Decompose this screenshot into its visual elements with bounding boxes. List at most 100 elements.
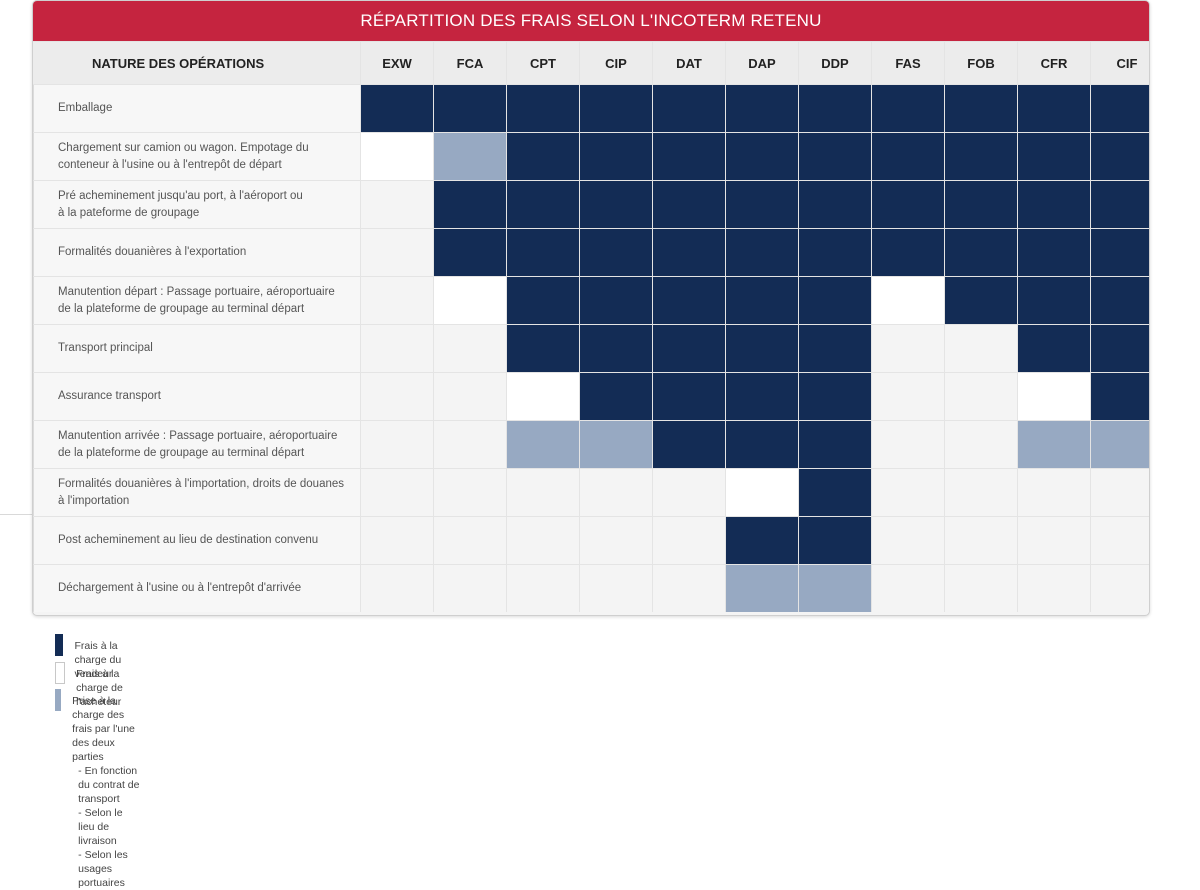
cell-vide-dat: [653, 565, 725, 612]
cell-vendeur-fca: [434, 85, 506, 132]
cell-vendeur-cfr: [1018, 85, 1090, 132]
cell-vendeur-cfr: [1018, 181, 1090, 228]
cell-vendeur-cfr: [1018, 229, 1090, 276]
cell-vide-fob: [945, 325, 1017, 372]
legend-item-acheteur: Frais à la charge de l'acheteur: [55, 662, 133, 709]
cell-vendeur-cip: [580, 181, 652, 228]
incoterm-table-card: RÉPARTITION DES FRAIS SELON L'INCOTERM R…: [32, 0, 1150, 616]
cell-vendeur-cpt: [507, 277, 579, 324]
cell-vide-fas: [872, 325, 944, 372]
cell-vendeur-ddp: [799, 373, 871, 420]
cell-vendeur-cip: [580, 277, 652, 324]
cell-vide-fas: [872, 517, 944, 564]
cell-vide-fob: [945, 565, 1017, 612]
cell-vendeur-dap: [726, 325, 798, 372]
cell-vide-fas: [872, 373, 944, 420]
cell-vendeur-fas: [872, 181, 944, 228]
cell-vendeur-dap: [726, 517, 798, 564]
cell-acheteur-fas: [872, 277, 944, 324]
cell-vendeur-cip: [580, 85, 652, 132]
column-header-dap: DAP: [726, 42, 798, 84]
cell-vendeur-cpt: [507, 85, 579, 132]
cell-acheteur-fca: [434, 277, 506, 324]
cell-vendeur-cip: [580, 325, 652, 372]
cell-vendeur-dat: [653, 85, 725, 132]
cell-vide-fca: [434, 373, 506, 420]
cell-vendeur-fob: [945, 277, 1017, 324]
row-label: Emballage: [33, 85, 360, 132]
cell-acheteur-cpt: [507, 373, 579, 420]
cell-partage-fca: [434, 133, 506, 180]
cell-vendeur-dap: [726, 229, 798, 276]
cell-vendeur-ddp: [799, 277, 871, 324]
cell-vendeur-fca: [434, 181, 506, 228]
column-header-exw: EXW: [361, 42, 433, 84]
cell-vendeur-cfr: [1018, 325, 1090, 372]
cell-vendeur-cip: [580, 133, 652, 180]
row-label: Post acheminement au lieu de destination…: [33, 517, 360, 564]
cell-vide-exw: [361, 517, 433, 564]
table-title: RÉPARTITION DES FRAIS SELON L'INCOTERM R…: [33, 1, 1149, 41]
column-header-cip: CIP: [580, 42, 652, 84]
cell-vide-exw: [361, 421, 433, 468]
cell-vide-fca: [434, 325, 506, 372]
column-header-cpt: CPT: [507, 42, 579, 84]
row-label: Formalités douanières à l'exportation: [33, 229, 360, 276]
cell-vide-fas: [872, 565, 944, 612]
row-label: Formalités douanières à l'importation, d…: [33, 469, 360, 516]
cell-vendeur-fas: [872, 229, 944, 276]
cell-vide-exw: [361, 277, 433, 324]
cell-vide-cif: [1091, 517, 1149, 564]
cell-vendeur-dap: [726, 133, 798, 180]
row-label: Manutention départ : Passage portuaire, …: [33, 277, 360, 324]
legend-detail: - Selon le lieu de livraison: [78, 807, 123, 847]
cell-vendeur-cpt: [507, 325, 579, 372]
cell-partage-cpt: [507, 421, 579, 468]
cell-vide-cip: [580, 565, 652, 612]
cell-vendeur-cif: [1091, 277, 1149, 324]
edge-divider: [0, 514, 34, 515]
cell-acheteur-cfr: [1018, 373, 1090, 420]
cell-vendeur-cfr: [1018, 277, 1090, 324]
cell-vide-fas: [872, 469, 944, 516]
column-header-operations: NATURE DES OPÉRATIONS: [33, 42, 360, 84]
column-header-cif: CIF: [1091, 42, 1149, 84]
cell-vendeur-dat: [653, 133, 725, 180]
legend-swatch-vendeur: [55, 634, 64, 656]
cell-vendeur-ddp: [799, 421, 871, 468]
cell-vendeur-fas: [872, 133, 944, 180]
cell-vendeur-cif: [1091, 85, 1149, 132]
row-label: Chargement sur camion ou wagon. Empotage…: [33, 133, 360, 180]
cell-vide-exw: [361, 325, 433, 372]
cell-vendeur-dap: [726, 277, 798, 324]
cell-vendeur-dap: [726, 181, 798, 228]
cell-vendeur-fca: [434, 229, 506, 276]
cell-partage-dap: [726, 565, 798, 612]
cell-acheteur-exw: [361, 133, 433, 180]
row-label: Déchargement à l'usine ou à l'entrepôt d…: [33, 565, 360, 612]
cell-vendeur-dap: [726, 421, 798, 468]
cell-partage-cif: [1091, 421, 1149, 468]
cell-vendeur-dat: [653, 373, 725, 420]
cell-vide-cpt: [507, 517, 579, 564]
cell-vide-exw: [361, 373, 433, 420]
cell-vide-exw: [361, 469, 433, 516]
cell-vendeur-cif: [1091, 133, 1149, 180]
cell-vendeur-fob: [945, 133, 1017, 180]
cell-vendeur-dat: [653, 181, 725, 228]
cell-vendeur-cfr: [1018, 133, 1090, 180]
incoterm-grid: NATURE DES OPÉRATIONS EXW FCA CPT CIP DAT DAP D…: [33, 41, 1149, 612]
cell-vendeur-dat: [653, 421, 725, 468]
legend-label-acheteur: Frais à la charge de l'acheteur: [76, 668, 123, 708]
cell-vendeur-cpt: [507, 181, 579, 228]
cell-vide-fca: [434, 469, 506, 516]
cell-vendeur-dap: [726, 85, 798, 132]
cell-vide-cfr: [1018, 565, 1090, 612]
cell-vendeur-dat: [653, 277, 725, 324]
legend-label-vendeur: Frais à la charge du vendeur: [74, 640, 122, 680]
cell-vendeur-fob: [945, 229, 1017, 276]
cell-acheteur-dap: [726, 469, 798, 516]
legend-swatch-acheteur: [55, 662, 66, 684]
legend-swatch-partage: [55, 689, 62, 711]
cell-vide-fca: [434, 517, 506, 564]
